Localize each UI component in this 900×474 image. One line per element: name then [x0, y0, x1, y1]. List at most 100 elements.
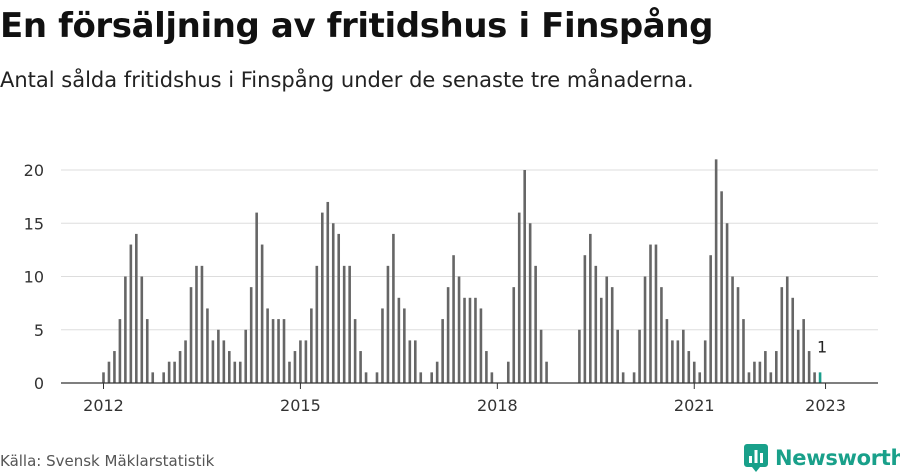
bar	[517, 212, 521, 383]
bar	[676, 340, 680, 383]
bar	[342, 265, 346, 383]
bar	[807, 351, 811, 383]
brand-name: Newsworthy	[775, 446, 900, 470]
bar	[660, 287, 663, 383]
latest-bar	[818, 372, 822, 383]
bar	[326, 201, 330, 383]
chart-title: En försäljning av fritidshus i Finspång	[0, 6, 714, 46]
bar	[692, 361, 696, 383]
bar	[671, 340, 674, 383]
bar	[348, 265, 351, 383]
bar	[468, 297, 472, 383]
bar	[638, 329, 641, 383]
x-tick-label: 2018	[477, 396, 518, 415]
brand-logo: Newsworthy	[744, 444, 900, 472]
bar	[392, 233, 395, 383]
y-tick-label: 10	[24, 268, 44, 287]
bar	[403, 308, 406, 383]
bar	[599, 297, 603, 383]
bar	[506, 361, 510, 383]
bar	[184, 340, 187, 383]
bar	[359, 351, 362, 383]
bar	[124, 276, 127, 383]
bar	[802, 319, 805, 383]
x-tick-label: 2023	[805, 396, 846, 415]
bar	[654, 244, 658, 383]
bar	[178, 351, 182, 383]
bar	[288, 361, 291, 383]
bar	[621, 372, 625, 383]
x-tick-label: 2021	[674, 396, 715, 415]
bar	[457, 276, 461, 383]
bar	[310, 308, 313, 383]
bar-chart-logo-icon	[744, 444, 768, 472]
bar	[277, 319, 280, 383]
bar	[244, 329, 248, 383]
bar	[703, 340, 707, 383]
bar	[785, 276, 789, 383]
bar	[107, 361, 111, 383]
bar	[512, 287, 516, 383]
bar	[151, 372, 155, 383]
bar	[249, 287, 253, 383]
bar	[162, 372, 165, 383]
x-axis-ticks: 2012 2015 2018 2021 2023	[83, 383, 846, 415]
bar	[419, 372, 423, 383]
bar	[791, 297, 795, 383]
bar	[282, 319, 286, 383]
bar-series	[102, 159, 822, 383]
bar	[736, 287, 740, 383]
bar	[195, 265, 198, 383]
bar	[742, 319, 745, 383]
bar	[665, 319, 669, 383]
bar	[452, 255, 455, 383]
bar	[217, 329, 220, 383]
bar	[413, 340, 417, 383]
bar	[583, 255, 587, 383]
chart-subtitle: Antal sålda fritidshus i Finspång under …	[0, 68, 694, 92]
bar	[375, 372, 379, 383]
bar	[408, 340, 412, 383]
y-axis-ticks: 0 5 10 15 20	[24, 161, 44, 393]
bar	[747, 372, 751, 383]
bar	[813, 372, 816, 383]
y-tick-label: 0	[34, 374, 44, 393]
bar	[233, 361, 237, 383]
latest-value-label: 1	[817, 337, 827, 356]
bar	[129, 244, 133, 383]
bar	[649, 244, 652, 383]
bar	[255, 212, 258, 383]
bar	[485, 351, 488, 383]
bar	[490, 372, 494, 383]
bar	[616, 329, 619, 383]
bar	[769, 372, 773, 383]
bar	[113, 351, 116, 383]
bar	[200, 265, 204, 383]
bar	[594, 265, 598, 383]
bar	[753, 361, 756, 383]
x-tick-label: 2015	[280, 396, 321, 415]
bar	[381, 308, 384, 383]
y-tick-label: 15	[24, 214, 44, 233]
bar	[222, 340, 226, 383]
bar	[709, 255, 712, 383]
bar	[796, 329, 800, 383]
bar	[605, 276, 609, 383]
y-tick-label: 5	[34, 321, 44, 340]
bar	[589, 233, 592, 383]
bar	[682, 329, 685, 383]
bar	[397, 297, 401, 383]
bar	[386, 265, 390, 383]
bar	[102, 372, 105, 383]
bar	[211, 340, 215, 383]
bar	[145, 319, 149, 383]
bar	[315, 265, 319, 383]
bar	[643, 276, 647, 383]
bar	[687, 351, 691, 383]
bar	[206, 308, 209, 383]
bar	[731, 276, 734, 383]
source-note: Källa: Svensk Mäklarstatistik	[0, 452, 215, 470]
bar	[304, 340, 308, 383]
bar	[725, 223, 729, 383]
bar	[720, 191, 723, 383]
